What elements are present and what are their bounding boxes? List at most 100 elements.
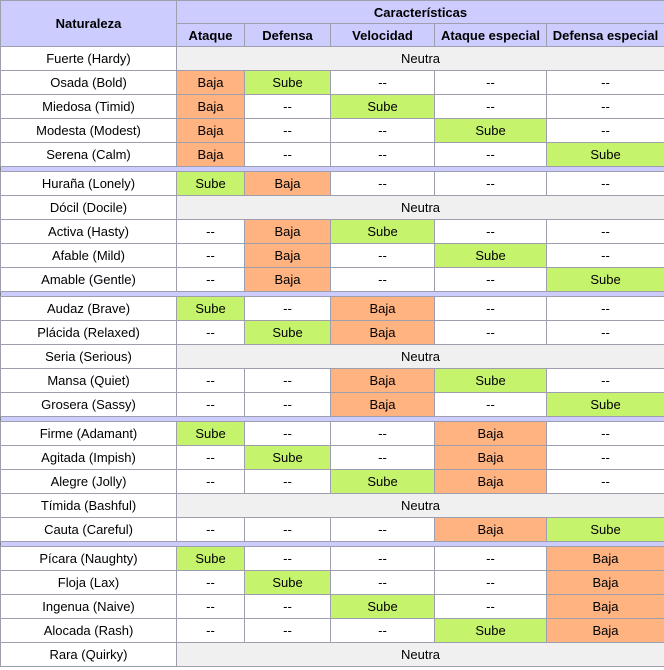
nature-name: Floja (Lax) (0, 570, 177, 595)
stat-cell-up: Sube (545, 392, 664, 417)
stat-cell-none: -- (330, 570, 435, 595)
neutral-cell: Neutra (175, 195, 664, 220)
column-header-defensa-especial: Defensa especial (545, 23, 664, 47)
nature-name: Dócil (Docile) (0, 195, 177, 220)
column-header-ataque-especial: Ataque especial (434, 23, 547, 47)
nature-row: Mansa (Quiet) -- -- Baja Sube -- (0, 368, 664, 393)
nature-row: Fuerte (Hardy) Neutra (0, 46, 664, 71)
neutral-cell: Neutra (175, 493, 664, 518)
stat-cell-none: -- (176, 594, 245, 619)
nature-row: Alocada (Rash) -- -- -- Sube Baja (0, 618, 664, 643)
stat-cell-down: Baja (545, 546, 664, 571)
stat-cell-none: -- (244, 118, 331, 143)
nature-name: Alocada (Rash) (0, 618, 177, 643)
stat-cell-up: Sube (244, 570, 331, 595)
stat-cell-up: Sube (330, 94, 435, 119)
stat-cell-none: -- (244, 618, 331, 643)
nature-name: Grosera (Sassy) (0, 392, 177, 417)
stat-cell-up: Sube (330, 219, 435, 244)
nature-name: Tímida (Bashful) (0, 493, 177, 518)
stat-cell-none: -- (330, 445, 435, 470)
table-body: Fuerte (Hardy) Neutra Osada (Bold) Baja Sube… (0, 46, 664, 667)
nature-name: Amable (Gentle) (0, 267, 177, 292)
stat-cell-up: Sube (434, 243, 547, 268)
nature-row: Activa (Hasty) -- Baja Sube -- -- (0, 219, 664, 244)
stat-cell-none: -- (244, 546, 331, 571)
nature-row: Plácida (Relaxed) -- Sube Baja -- -- (0, 320, 664, 345)
nature-row: Afable (Mild) -- Baja -- Sube -- (0, 243, 664, 268)
column-header-ataque: Ataque (176, 23, 245, 47)
nature-name: Plácida (Relaxed) (0, 320, 177, 345)
stat-cell-none: -- (176, 267, 245, 292)
column-header-naturaleza: Naturaleza (0, 0, 177, 47)
nature-row: Pícara (Naughty) Sube -- -- -- Baja (0, 546, 664, 571)
nature-row: Agitada (Impish) -- Sube -- Baja -- (0, 445, 664, 470)
nature-name: Agitada (Impish) (0, 445, 177, 470)
nature-row: Firme (Adamant) Sube -- -- Baja -- (0, 421, 664, 446)
stat-cell-none: -- (545, 368, 664, 393)
stat-cell-down: Baja (434, 517, 547, 542)
nature-name: Alegre (Jolly) (0, 469, 177, 494)
stat-cell-up: Sube (330, 594, 435, 619)
nature-row: Dócil (Docile) Neutra (0, 195, 664, 220)
stat-cell-none: -- (244, 94, 331, 119)
nature-row: Modesta (Modest) Baja -- -- Sube -- (0, 118, 664, 143)
stat-cell-none: -- (434, 392, 547, 417)
stat-cell-none: -- (434, 320, 547, 345)
nature-name: Firme (Adamant) (0, 421, 177, 446)
nature-name: Ingenua (Naive) (0, 594, 177, 619)
stat-cell-none: -- (545, 469, 664, 494)
header-row-top: Naturaleza Características (0, 0, 664, 47)
nature-row: Huraña (Lonely) Sube Baja -- -- -- (0, 171, 664, 196)
nature-row: Miedosa (Timid) Baja -- Sube -- -- (0, 94, 664, 119)
stat-cell-none: -- (330, 118, 435, 143)
stat-cell-up: Sube (545, 517, 664, 542)
nature-name: Modesta (Modest) (0, 118, 177, 143)
nature-row: Osada (Bold) Baja Sube -- -- -- (0, 70, 664, 95)
stat-cell-up: Sube (176, 421, 245, 446)
stat-cell-none: -- (330, 517, 435, 542)
nature-name: Mansa (Quiet) (0, 368, 177, 393)
nature-name: Afable (Mild) (0, 243, 177, 268)
nature-name: Rara (Quirky) (0, 642, 177, 667)
stat-cell-down: Baja (330, 368, 435, 393)
stat-cell-none: -- (244, 469, 331, 494)
nature-row: Tímida (Bashful) Neutra (0, 493, 664, 518)
stat-cell-up: Sube (244, 70, 331, 95)
neutral-cell: Neutra (175, 642, 664, 667)
table-header: Naturaleza Características Ataque Defensa… (0, 0, 664, 47)
stat-cell-none: -- (330, 618, 435, 643)
stat-cell-none: -- (330, 243, 435, 268)
stat-cell-up: Sube (176, 171, 245, 196)
stat-cell-down: Baja (545, 570, 664, 595)
stat-cell-none: -- (330, 70, 435, 95)
nature-row: Amable (Gentle) -- Baja -- -- Sube (0, 267, 664, 292)
stat-cell-down: Baja (545, 618, 664, 643)
stat-cell-none: -- (244, 368, 331, 393)
stat-cell-none: -- (330, 421, 435, 446)
stat-cell-down: Baja (176, 118, 245, 143)
stat-cell-none: -- (545, 421, 664, 446)
stat-cell-down: Baja (176, 94, 245, 119)
nature-name: Huraña (Lonely) (0, 171, 177, 196)
header-row-sub: Ataque Defensa Velocidad Ataque especial Def… (1, 23, 664, 47)
stat-cell-none: -- (434, 296, 547, 321)
stat-cell-down: Baja (244, 171, 331, 196)
stat-cell-none: -- (176, 517, 245, 542)
stat-cell-none: -- (330, 142, 435, 167)
stat-cell-down: Baja (176, 142, 245, 167)
stat-cell-down: Baja (330, 320, 435, 345)
stat-cell-down: Baja (330, 296, 435, 321)
nature-row: Seria (Serious) Neutra (0, 344, 664, 369)
stat-cell-none: -- (545, 219, 664, 244)
stat-cell-up: Sube (434, 118, 547, 143)
stat-cell-up: Sube (545, 267, 664, 292)
nature-row: Alegre (Jolly) -- -- Sube Baja -- (0, 469, 664, 494)
nature-name: Miedosa (Timid) (0, 94, 177, 119)
stat-cell-none: -- (434, 94, 547, 119)
nature-row: Grosera (Sassy) -- -- Baja -- Sube (0, 392, 664, 417)
stat-cell-none: -- (244, 421, 331, 446)
stat-cell-none: -- (176, 243, 245, 268)
nature-name: Audaz (Brave) (0, 296, 177, 321)
